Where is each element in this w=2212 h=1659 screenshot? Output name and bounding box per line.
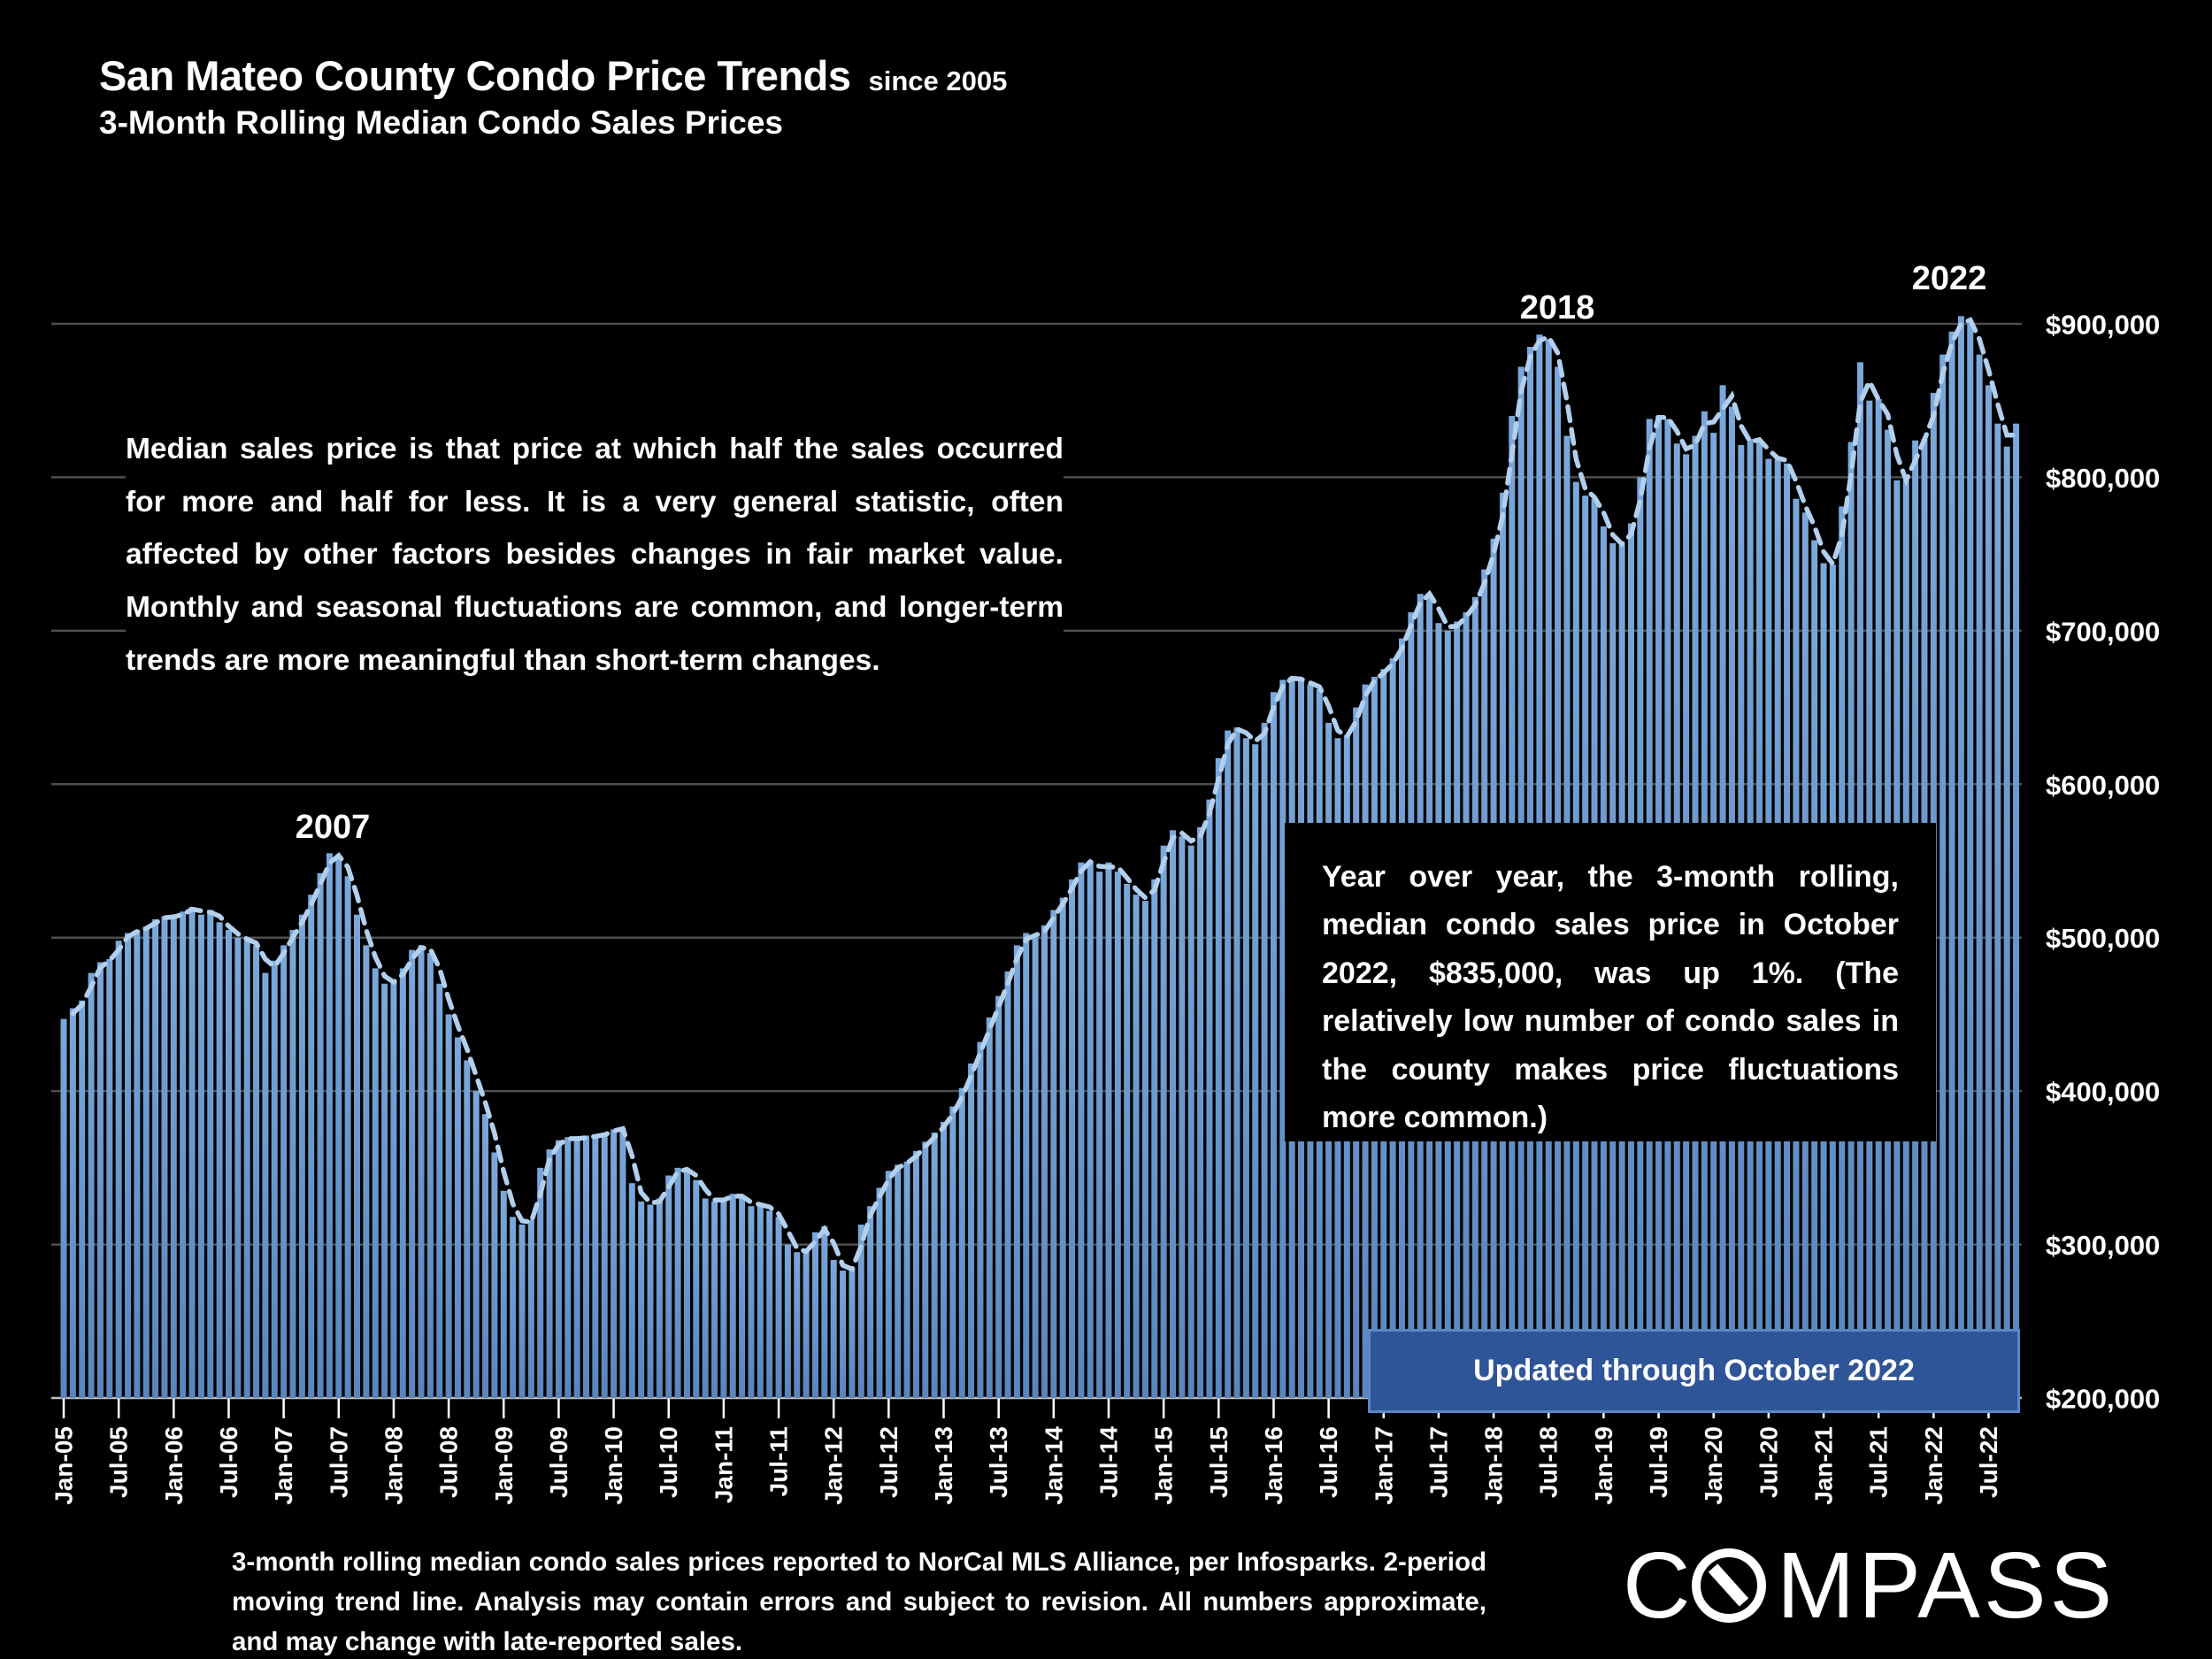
svg-text:$500,000: $500,000 (2046, 923, 2160, 954)
svg-text:Jan-11: Jan-11 (710, 1426, 737, 1503)
svg-text:Jan-19: Jan-19 (1590, 1426, 1617, 1505)
page-subtitle: 3-Month Rolling Median Condo Sales Price… (99, 104, 783, 141)
page-title: San Mateo County Condo Price Trends (99, 52, 851, 99)
svg-text:2022: 2022 (1912, 260, 1987, 297)
svg-text:Jul-14: Jul-14 (1094, 1426, 1122, 1498)
svg-text:Jan-08: Jan-08 (380, 1426, 407, 1505)
svg-text:Jul-15: Jul-15 (1205, 1426, 1233, 1498)
svg-text:Jul-21: Jul-21 (1865, 1426, 1893, 1498)
svg-text:Jan-12: Jan-12 (820, 1426, 848, 1505)
svg-text:Jan-22: Jan-22 (1920, 1426, 1947, 1505)
trend-line-dashed (70, 317, 2019, 1272)
svg-text:Jan-05: Jan-05 (50, 1426, 78, 1505)
svg-text:Jul-19: Jul-19 (1645, 1426, 1672, 1498)
median-price-explanation-text: Median sales price is that price at whic… (126, 423, 1064, 687)
svg-text:Jan-07: Jan-07 (270, 1426, 297, 1505)
svg-text:$900,000: $900,000 (2046, 310, 2160, 341)
svg-text:Jul-18: Jul-18 (1535, 1426, 1563, 1498)
compass-logo: C MPASS (1623, 1538, 2116, 1637)
svg-text:2018: 2018 (1520, 289, 1595, 326)
compass-logo-letters-mpass: MPASS (1777, 1538, 2116, 1637)
y-axis-labels: $900,000 $800,000 $700,000 $600,000 $500,000… (2046, 310, 2160, 1415)
yoy-price-callout-box: Year over year, the 3-month rolling, med… (1285, 823, 1936, 1141)
svg-text:Jul-07: Jul-07 (325, 1426, 352, 1498)
svg-text:Jul-08: Jul-08 (435, 1426, 463, 1498)
svg-text:Jan-20: Jan-20 (1700, 1426, 1727, 1505)
svg-text:$700,000: $700,000 (2046, 616, 2160, 647)
svg-text:Jan-06: Jan-06 (160, 1426, 188, 1505)
svg-text:2007: 2007 (296, 809, 371, 846)
svg-text:$300,000: $300,000 (2046, 1230, 2160, 1261)
svg-text:Jul-11: Jul-11 (765, 1426, 793, 1496)
title-row: San Mateo County Condo Price Trends sinc… (99, 51, 1007, 100)
svg-text:Jan-16: Jan-16 (1260, 1426, 1287, 1505)
peak-year-annotations: 2007 2018 2022 (296, 260, 1987, 846)
svg-text:Jul-16: Jul-16 (1315, 1426, 1342, 1498)
svg-text:Jan-18: Jan-18 (1480, 1426, 1508, 1505)
svg-text:Jan-09: Jan-09 (490, 1426, 518, 1505)
svg-text:Jan-15: Jan-15 (1150, 1426, 1178, 1505)
svg-text:Jan-13: Jan-13 (930, 1426, 957, 1505)
source-disclaimer-text: 3-month rolling median condo sales price… (232, 1548, 1486, 1657)
svg-text:$400,000: $400,000 (2046, 1077, 2160, 1108)
svg-text:Jul-06: Jul-06 (215, 1426, 242, 1498)
svg-text:Jan-21: Jan-21 (1810, 1426, 1838, 1505)
x-axis-labels: Jan-05 Jul-05 Jan-06 Jul-06 Jan-07 Jul-07 Jan-… (50, 1426, 2003, 1505)
updated-through-banner: Updated through October 2022 (1368, 1329, 2020, 1413)
svg-text:Jul-22: Jul-22 (1975, 1426, 2002, 1498)
svg-text:$200,000: $200,000 (2046, 1384, 2160, 1415)
svg-text:Jan-14: Jan-14 (1040, 1426, 1067, 1505)
svg-text:$800,000: $800,000 (2046, 463, 2160, 494)
svg-text:$600,000: $600,000 (2046, 770, 2160, 801)
svg-text:Jul-13: Jul-13 (985, 1426, 1012, 1498)
compass-needle-o-icon (1692, 1548, 1766, 1623)
svg-text:Jul-20: Jul-20 (1755, 1426, 1782, 1498)
svg-text:Jul-17: Jul-17 (1425, 1426, 1452, 1498)
compass-logo-letter-c: C (1623, 1538, 1693, 1637)
svg-text:Jul-05: Jul-05 (105, 1426, 133, 1498)
svg-text:Jan-10: Jan-10 (600, 1426, 627, 1505)
svg-text:Jul-09: Jul-09 (545, 1426, 572, 1498)
svg-text:Jul-10: Jul-10 (655, 1426, 682, 1498)
page-title-suffix: since 2005 (868, 65, 1008, 96)
svg-text:Jan-17: Jan-17 (1370, 1426, 1397, 1505)
svg-text:Jul-12: Jul-12 (875, 1426, 902, 1498)
